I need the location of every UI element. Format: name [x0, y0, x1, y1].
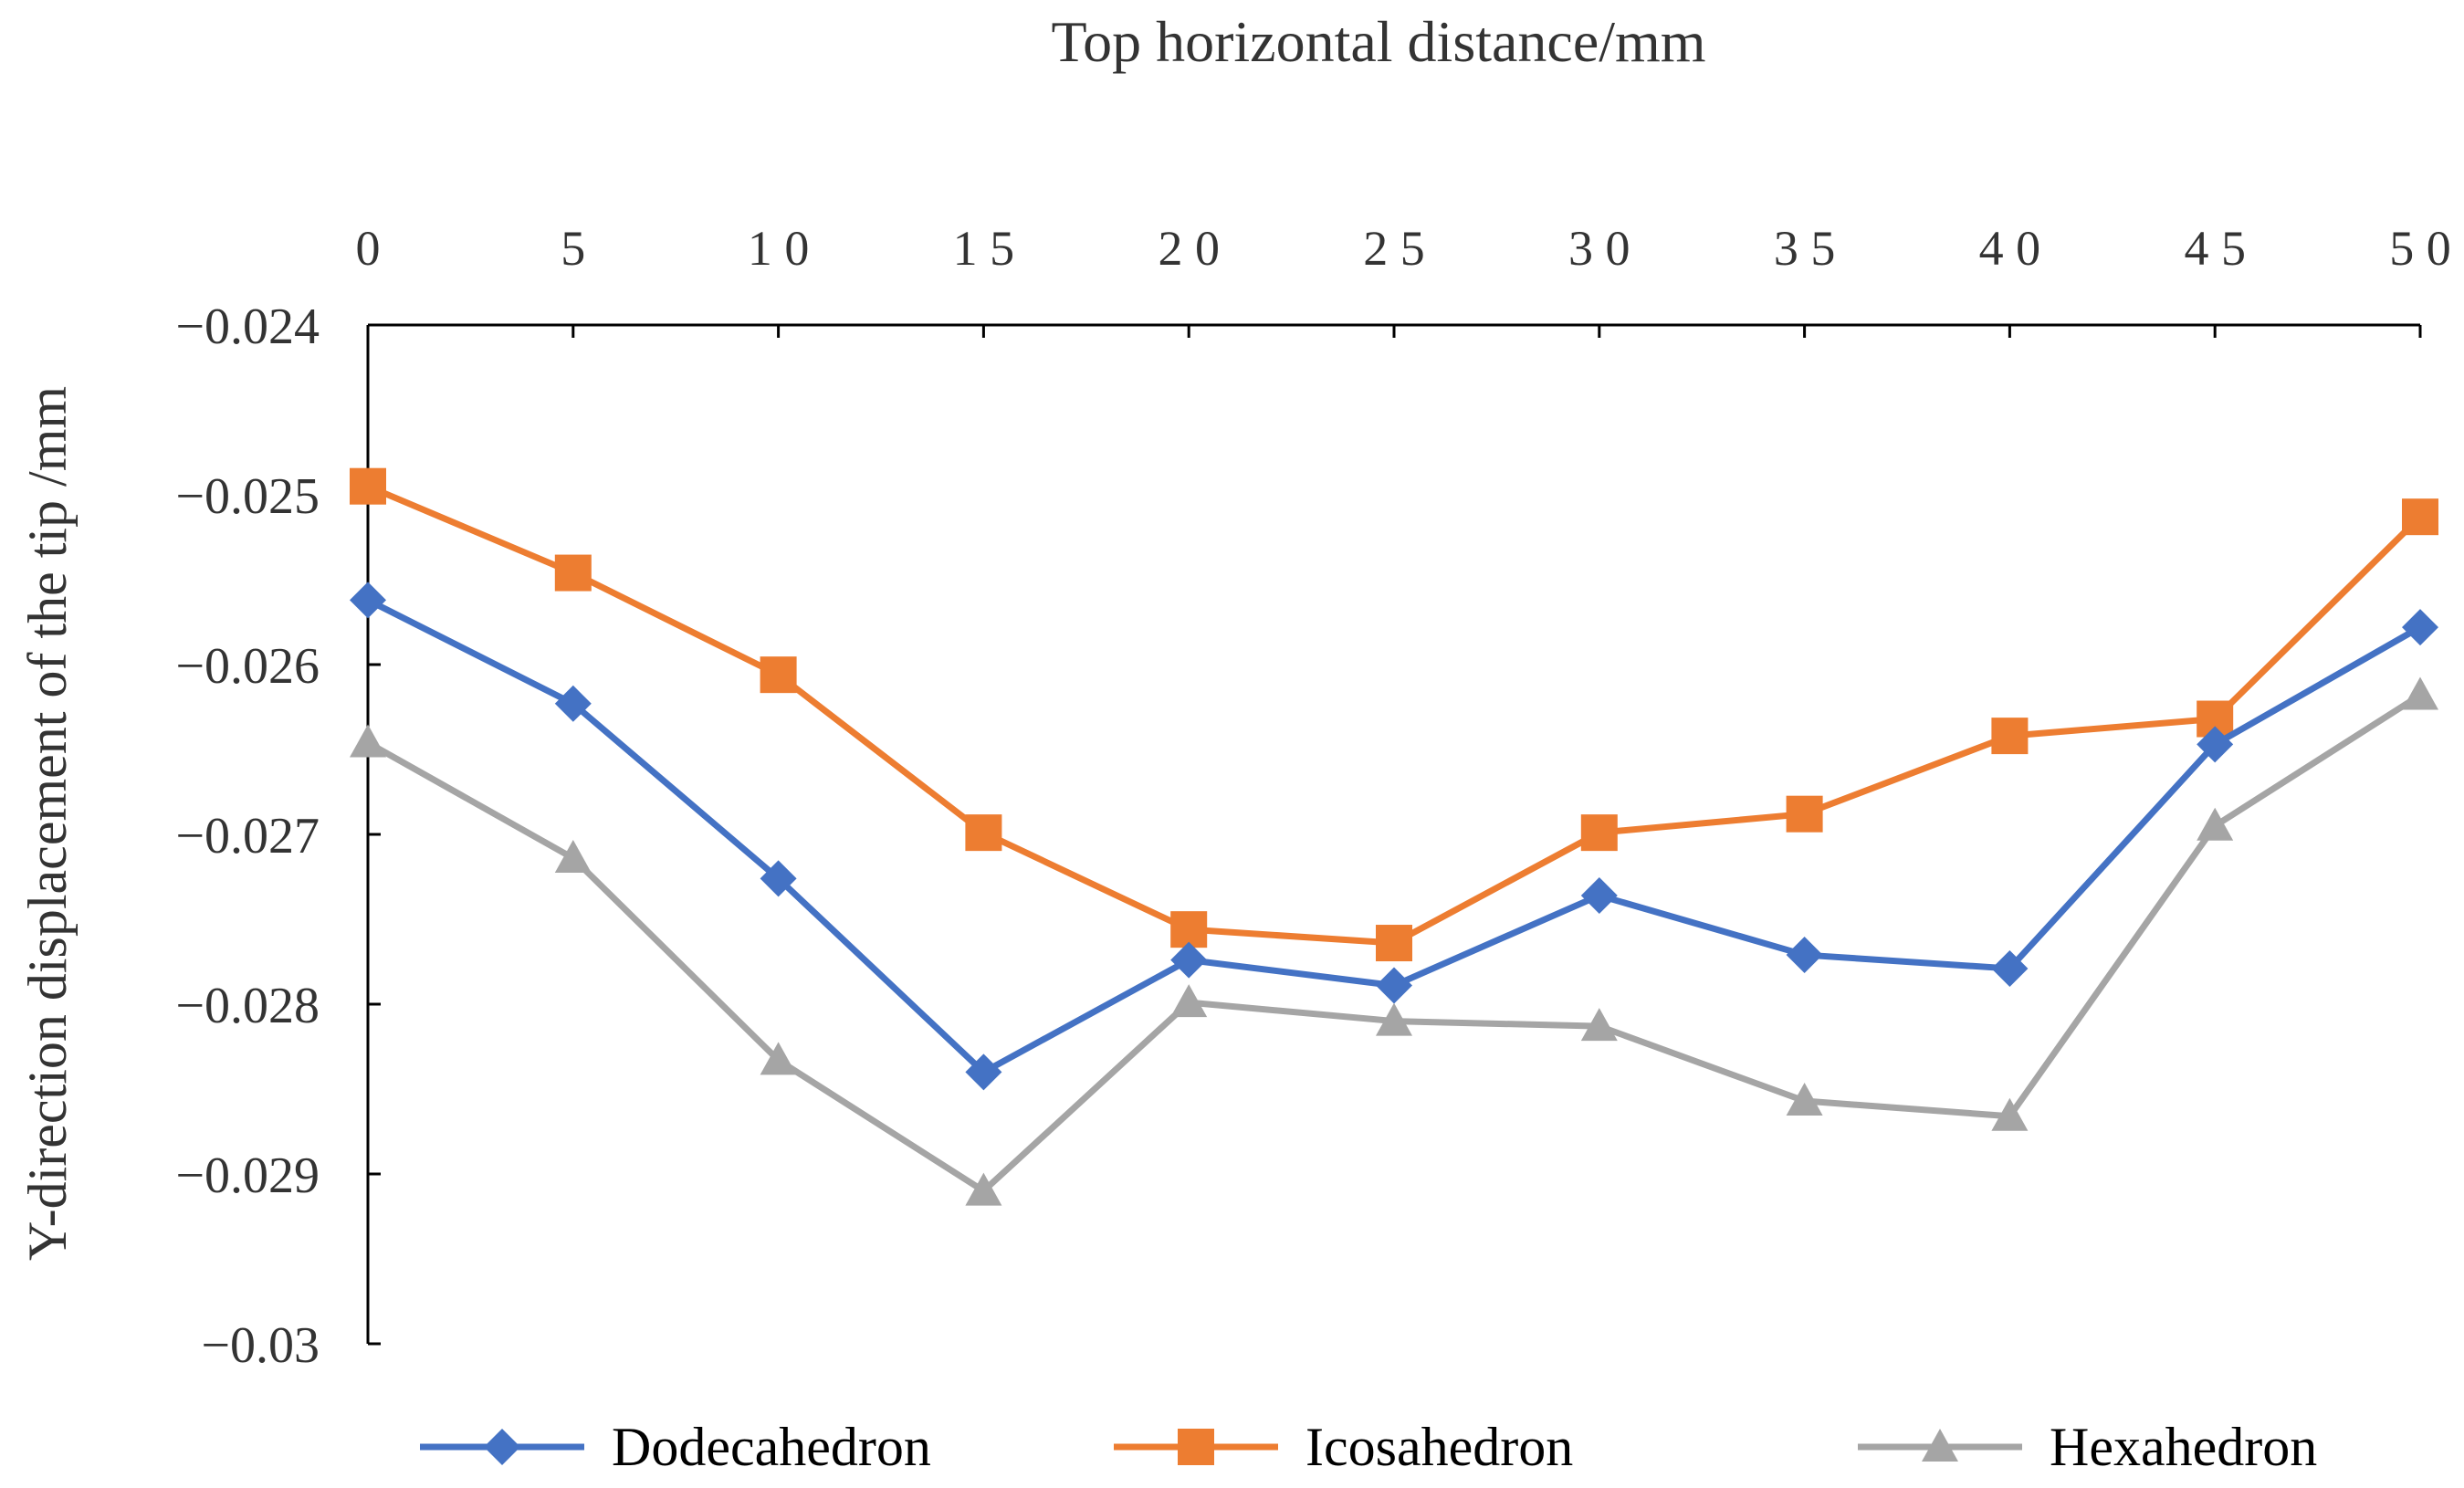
legend-swatch-marker — [1922, 1429, 1958, 1462]
x-tick-label: 2 0 — [1158, 221, 1220, 276]
hexahedron-point — [1170, 984, 1208, 1018]
x-tick-label: 3 0 — [1568, 221, 1630, 276]
hexahedron-point — [2197, 807, 2234, 841]
x-tick-label: 0 — [356, 221, 381, 276]
y-tick-label: −0.025 — [175, 468, 320, 525]
legend-item-hexahedron: Hexahedron — [1858, 1417, 2317, 1477]
dodecahedron-point — [1376, 967, 1412, 1004]
hexahedron-point — [1786, 1083, 1823, 1116]
dodecahedron-point — [554, 685, 592, 722]
y-tick-label: −0.027 — [175, 808, 320, 865]
dodecahedron-point — [1580, 876, 1618, 914]
icosahedron-line — [366, 483, 2423, 947]
y-tick-label: −0.024 — [175, 299, 320, 355]
hexahedron-point — [965, 1172, 1002, 1206]
dodecahedron-point — [2197, 726, 2234, 763]
x-tick-label: 1 0 — [748, 221, 810, 276]
series-icosahedron — [350, 467, 2438, 962]
legend-item-icosahedron: Icosahedron — [1114, 1417, 1573, 1477]
x-tick-label: 1 5 — [953, 221, 1015, 276]
x-tick-label: 5 0 — [2389, 221, 2451, 276]
hexahedron-point — [1991, 1097, 2029, 1131]
hexahedron-point — [2402, 676, 2438, 710]
hexahedron-point — [760, 1042, 797, 1075]
legend-swatch-marker — [1178, 1429, 1214, 1465]
icosahedron-point — [554, 554, 592, 592]
y-axis-title: Y-direction displacement of the tip /mm — [17, 386, 78, 1261]
icosahedron-point — [1580, 814, 1618, 852]
x-tick-label: 5 — [561, 221, 585, 276]
x-tick-label: 2 5 — [1363, 221, 1425, 276]
icosahedron-point — [760, 656, 797, 694]
x-tick-label: 4 5 — [2184, 221, 2246, 276]
x-tick-label: 4 0 — [1979, 221, 2041, 276]
icosahedron-point — [965, 814, 1002, 852]
series-hexahedron — [350, 676, 2438, 1206]
icosahedron-point — [1991, 718, 2029, 755]
icosahedron-point — [350, 467, 386, 505]
dodecahedron-point — [1170, 941, 1208, 979]
x-axis-title: Top horizontal distance/mm — [1051, 9, 1705, 74]
y-tick-label: −0.026 — [175, 638, 320, 695]
icosahedron-point — [1170, 911, 1208, 948]
hexahedron-point — [1580, 1008, 1618, 1042]
legend: Dodecahedron Icosahedron Hexahedron — [420, 1417, 2317, 1477]
icosahedron-point — [1376, 925, 1412, 962]
hexahedron-point — [554, 840, 592, 874]
legend-item-dodecahedron: Dodecahedron — [420, 1417, 931, 1477]
legend-label: Icosahedron — [1305, 1417, 1573, 1477]
series-layer — [350, 467, 2438, 1206]
y-tick-label: −0.028 — [175, 978, 320, 1034]
dodecahedron-point — [1991, 949, 2029, 987]
icosahedron-point — [1786, 795, 1823, 833]
dodecahedron-point — [2402, 609, 2438, 646]
series-dodecahedron — [350, 582, 2438, 1091]
legend-swatch-marker — [484, 1429, 520, 1465]
legend-label: Hexahedron — [2050, 1417, 2317, 1477]
axes: 0 5 1 0 1 5 2 0 2 5 3 0 3 5 4 0 4 5 5 0 −0.024 −0.02… — [175, 221, 2450, 1374]
hexahedron-point — [350, 724, 386, 758]
y-tick-label: −0.03 — [201, 1317, 320, 1374]
x-tick-label: 3 5 — [1774, 221, 1836, 276]
icosahedron-point — [2402, 498, 2438, 536]
dodecahedron-point — [760, 860, 797, 897]
legend-label: Dodecahedron — [612, 1417, 931, 1477]
hexahedron-point — [1376, 1002, 1412, 1036]
dodecahedron-point — [965, 1053, 1002, 1091]
dodecahedron-point — [1786, 937, 1823, 974]
y-tick-label: −0.029 — [175, 1147, 320, 1204]
dodecahedron-point — [350, 582, 386, 619]
